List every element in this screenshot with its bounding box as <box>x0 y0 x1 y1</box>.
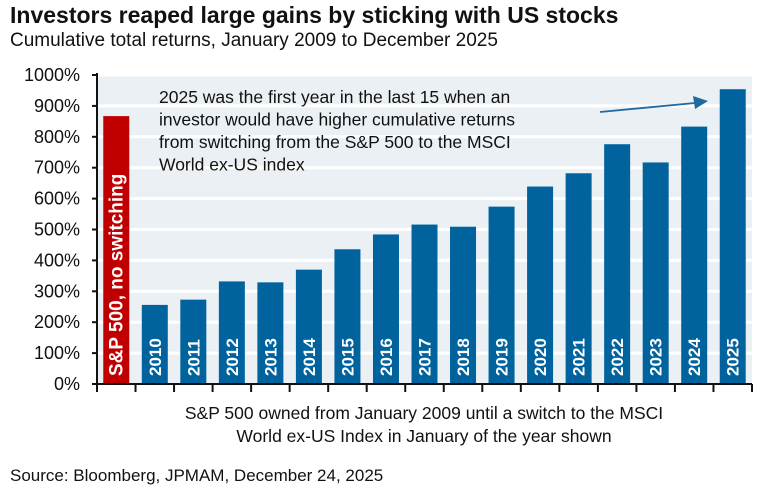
annotation-arrow <box>599 102 696 113</box>
x-axis-label: S&P 500 owned from January 2009 until a … <box>185 403 663 423</box>
bar-label: 2012 <box>223 338 242 376</box>
chart-title: Investors reaped large gains by sticking… <box>10 2 619 28</box>
y-tick-label: 200% <box>34 312 80 332</box>
annotation-text: investor would have higher cumulative re… <box>159 110 515 130</box>
bar-label: 2013 <box>261 338 280 376</box>
y-tick-label: 800% <box>34 127 80 147</box>
bar-label: 2018 <box>454 338 473 376</box>
annotation-text: World ex-US index <box>159 155 305 175</box>
bar <box>180 299 207 384</box>
bar-label: 2015 <box>338 338 357 376</box>
bar-label: 2014 <box>300 338 319 376</box>
y-tick-label: 400% <box>34 250 80 270</box>
bar-label: 2020 <box>531 338 550 376</box>
bar <box>719 89 746 385</box>
bar-label: 2025 <box>724 338 743 376</box>
bar <box>411 224 438 384</box>
bar-label: 2024 <box>685 338 704 376</box>
bar-label: 2022 <box>608 338 627 376</box>
y-tick-label: 900% <box>34 96 80 116</box>
bar-label: 2016 <box>377 338 396 376</box>
y-tick-label: 600% <box>34 189 80 209</box>
bar-label: 2010 <box>146 338 165 376</box>
y-tick-label: 300% <box>34 281 80 301</box>
annotation-text: from switching from the S&P 500 to the M… <box>159 132 511 152</box>
bar-label: 2017 <box>416 338 435 376</box>
x-axis-label: World ex-US Index in January of the year… <box>236 426 611 446</box>
bar <box>257 282 284 384</box>
bar <box>372 234 399 384</box>
bar <box>527 186 554 384</box>
y-tick-label: 0% <box>54 374 80 394</box>
bar-label: S&P 500, no switching <box>106 174 127 376</box>
bar-label: 2023 <box>647 338 666 376</box>
bar <box>450 226 477 384</box>
bar-label: 2011 <box>184 339 203 376</box>
annotation-text: 2025 was the first year in the last 15 w… <box>159 87 510 107</box>
bar <box>295 269 322 384</box>
bar <box>604 144 631 384</box>
bar <box>218 281 245 384</box>
y-tick-label: 1000% <box>24 65 80 85</box>
bar <box>565 173 592 384</box>
bar <box>642 162 669 384</box>
y-tick-label: 700% <box>34 158 80 178</box>
chart-subtitle: Cumulative total returns, January 2009 t… <box>10 30 498 51</box>
y-tick-label: 500% <box>34 220 80 240</box>
bar <box>681 126 708 384</box>
bar <box>488 206 515 384</box>
bar <box>141 304 168 384</box>
bar-label: 2021 <box>570 338 589 376</box>
bar <box>103 116 130 385</box>
bar-label: 2019 <box>493 338 512 376</box>
y-tick-label: 100% <box>34 343 80 363</box>
source-note: Source: Bloomberg, JPMAM, December 24, 2… <box>10 466 384 485</box>
bar <box>334 249 361 384</box>
arrowhead-icon <box>693 96 708 109</box>
